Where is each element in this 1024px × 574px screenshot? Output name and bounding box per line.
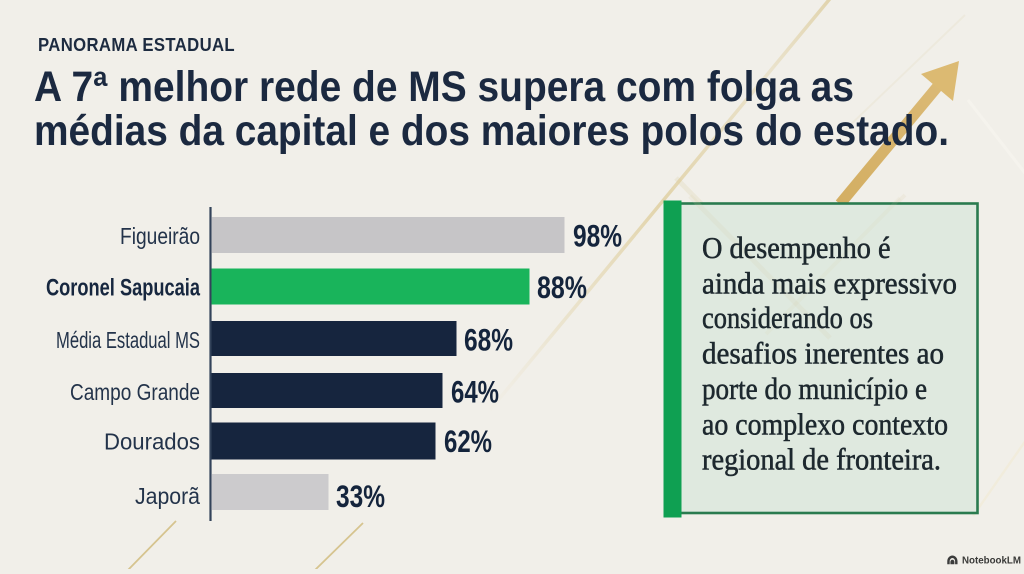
svg-text:64%: 64% xyxy=(451,374,499,410)
svg-text:NotebookLM: NotebookLM xyxy=(962,555,1021,567)
svg-text:PANORAMA ESTADUAL: PANORAMA ESTADUAL xyxy=(38,34,235,55)
svg-text:A 7ª melhor rede de MS supera: A 7ª melhor rede de MS supera com folga … xyxy=(34,63,854,111)
svg-text:62%: 62% xyxy=(444,423,492,459)
svg-text:68%: 68% xyxy=(464,322,513,358)
svg-text:Campo Grande: Campo Grande xyxy=(70,379,200,405)
svg-text:Média Estadual MS: Média Estadual MS xyxy=(56,327,200,353)
svg-text:33%: 33% xyxy=(336,478,385,514)
svg-text:desafios inerentes ao: desafios inerentes ao xyxy=(702,336,944,371)
svg-text:ainda mais expressivo: ainda mais expressivo xyxy=(702,265,957,300)
svg-text:Dourados: Dourados xyxy=(104,429,200,455)
svg-text:Figueirão: Figueirão xyxy=(120,223,200,249)
svg-text:considerando os: considerando os xyxy=(702,300,873,335)
svg-text:Japorã: Japorã xyxy=(135,483,201,509)
svg-text:regional de fronteira.: regional de fronteira. xyxy=(702,441,941,476)
svg-text:98%: 98% xyxy=(573,218,622,254)
svg-text:Coronel Sapucaia: Coronel Sapucaia xyxy=(46,275,200,302)
svg-text:88%: 88% xyxy=(537,269,587,305)
svg-text:médias da capital e dos maiore: médias da capital e dos maiores polos do… xyxy=(34,107,949,155)
svg-text:ao complexo contexto: ao complexo contexto xyxy=(702,406,948,441)
svg-text:O desempenho é: O desempenho é xyxy=(702,230,891,265)
svg-text:porte do município e: porte do município e xyxy=(702,371,927,406)
